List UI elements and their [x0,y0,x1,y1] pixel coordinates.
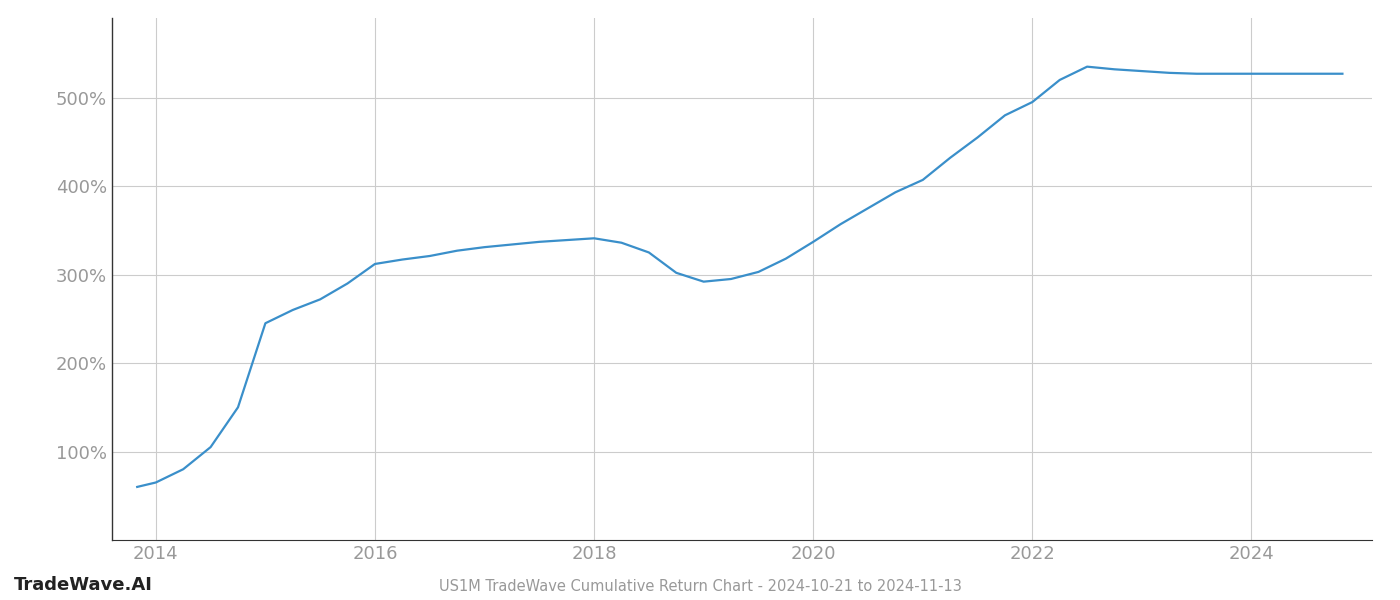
Text: US1M TradeWave Cumulative Return Chart - 2024-10-21 to 2024-11-13: US1M TradeWave Cumulative Return Chart -… [438,579,962,594]
Text: TradeWave.AI: TradeWave.AI [14,576,153,594]
